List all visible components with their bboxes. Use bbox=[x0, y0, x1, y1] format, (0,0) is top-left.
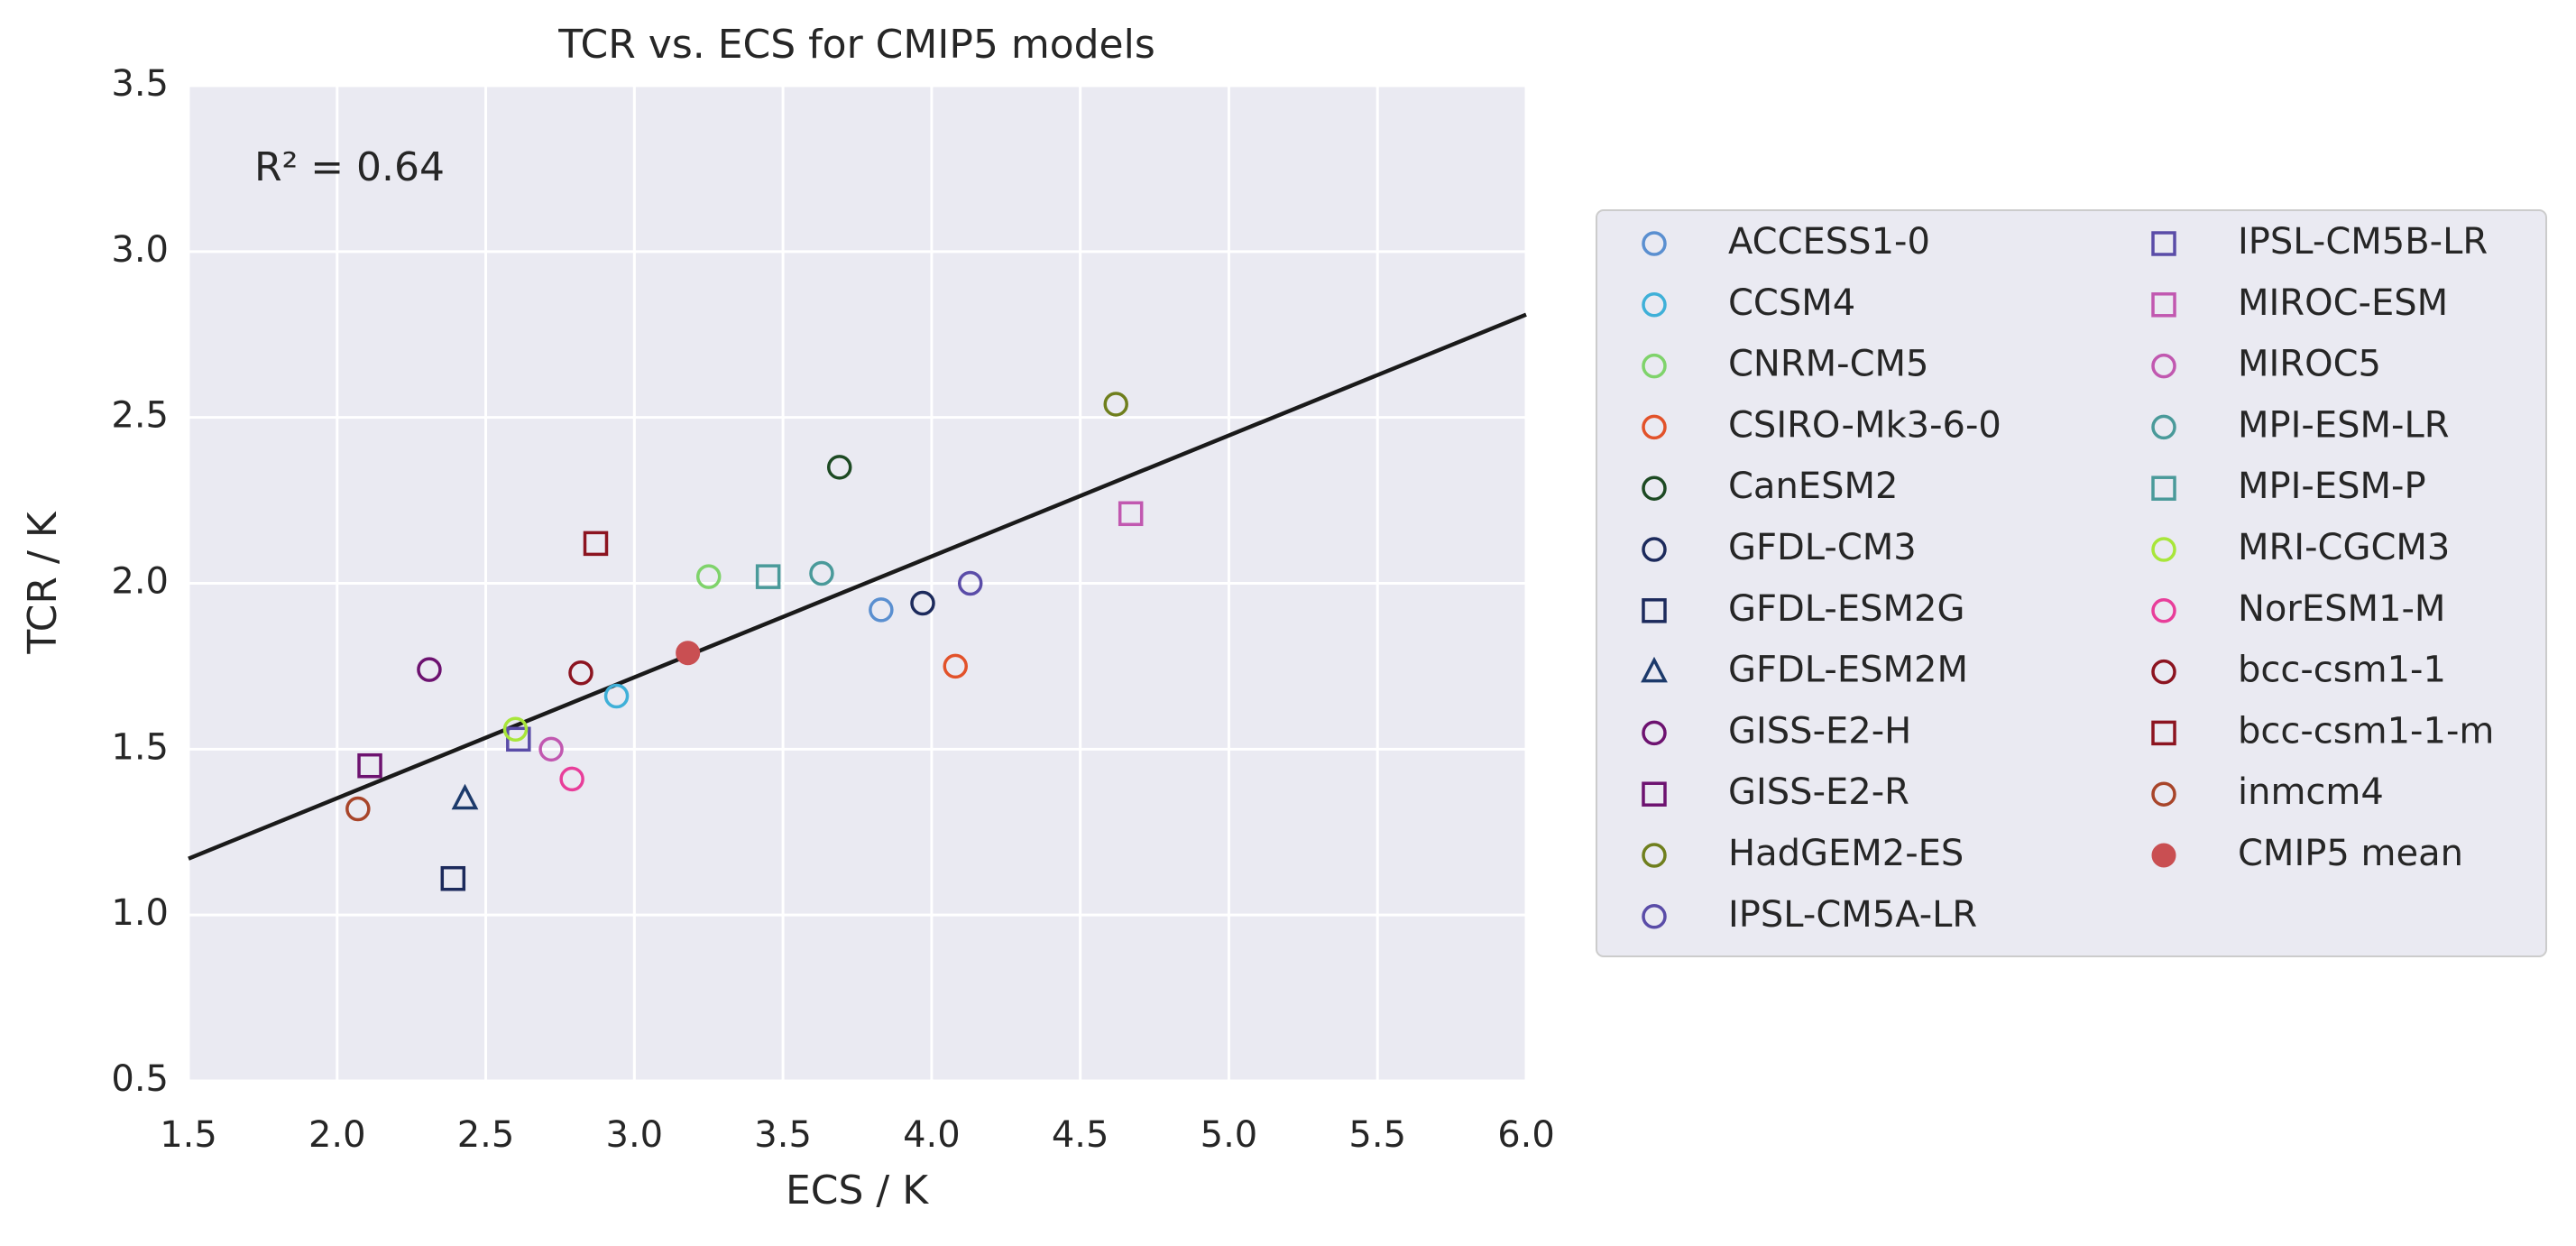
legend-label: CCSM4 bbox=[1728, 282, 1855, 324]
x-tick-label: 4.0 bbox=[903, 1114, 961, 1156]
legend-label: CSIRO-Mk3-6-0 bbox=[1728, 404, 2001, 446]
legend-marker bbox=[1642, 843, 1667, 868]
marker bbox=[538, 736, 564, 762]
marker bbox=[502, 716, 529, 743]
legend-marker bbox=[1642, 353, 1667, 379]
legend-label: bcc-csm1-1-m bbox=[2238, 710, 2494, 752]
legend-label: inmcm4 bbox=[2238, 771, 2384, 813]
x-axis-label: ECS / K bbox=[786, 1168, 929, 1214]
legend-marker bbox=[2151, 292, 2176, 318]
legend-label: MPI-ESM-P bbox=[2238, 466, 2426, 507]
marker bbox=[451, 783, 479, 810]
regression-line bbox=[188, 312, 1527, 861]
legend-marker bbox=[2151, 414, 2176, 440]
legend-marker bbox=[2151, 353, 2176, 379]
x-tick-label: 3.0 bbox=[606, 1114, 664, 1156]
legend-marker bbox=[1642, 414, 1667, 440]
y-tick-label: 1.0 bbox=[111, 892, 169, 934]
legend-marker bbox=[2151, 781, 2176, 807]
legend bbox=[1596, 209, 2547, 957]
x-tick-label: 3.5 bbox=[754, 1114, 812, 1156]
marker bbox=[583, 531, 609, 557]
x-tick-label: 5.0 bbox=[1201, 1114, 1258, 1156]
marker bbox=[695, 564, 722, 589]
annotation: R² = 0.64 bbox=[254, 144, 445, 190]
legend-marker bbox=[1642, 292, 1667, 318]
x-tick-label: 1.5 bbox=[160, 1114, 217, 1156]
legend-label: CanESM2 bbox=[1728, 466, 1898, 507]
marker bbox=[603, 683, 630, 709]
legend-label: GFDL-ESM2M bbox=[1728, 650, 1968, 691]
x-tick-label: 6.0 bbox=[1497, 1114, 1555, 1156]
chart-title: TCR vs. ECS for CMIP5 models bbox=[557, 22, 1155, 68]
legend-label: IPSL-CM5B-LR bbox=[2238, 221, 2488, 263]
marker bbox=[676, 641, 701, 666]
marker bbox=[1118, 501, 1144, 527]
y-axis-label: TCR / K bbox=[20, 511, 66, 654]
legend-label: CMIP5 mean bbox=[2238, 833, 2463, 874]
legend-label: MIROC5 bbox=[2238, 344, 2381, 385]
legend-marker bbox=[2151, 720, 2176, 746]
legend-label: CNRM-CM5 bbox=[1728, 344, 1928, 385]
y-tick-label: 3.5 bbox=[111, 63, 169, 105]
legend-marker bbox=[2151, 231, 2176, 256]
legend-marker bbox=[1642, 475, 1667, 501]
legend-label: HadGEM2-ES bbox=[1728, 833, 1964, 874]
legend-label: GFDL-ESM2G bbox=[1728, 588, 1964, 630]
x-tick-label: 2.0 bbox=[308, 1114, 366, 1156]
y-tick-label: 1.5 bbox=[111, 726, 169, 768]
marker bbox=[506, 726, 531, 752]
legend-label: IPSL-CM5A-LR bbox=[1728, 894, 1977, 936]
marker bbox=[957, 570, 983, 596]
marker bbox=[559, 766, 584, 792]
legend-marker bbox=[2151, 659, 2176, 685]
legend-label: MIROC-ESM bbox=[2238, 282, 2448, 324]
marker bbox=[1103, 392, 1128, 417]
legend-label: MPI-ESM-LR bbox=[2238, 404, 2450, 446]
legend-marker bbox=[1642, 720, 1667, 746]
legend-label: GISS-E2-H bbox=[1728, 710, 1911, 752]
marker bbox=[345, 796, 371, 822]
marker bbox=[357, 752, 382, 779]
legend-marker bbox=[1642, 537, 1667, 562]
marker bbox=[417, 657, 442, 682]
x-tick-label: 4.5 bbox=[1052, 1114, 1109, 1156]
legend-marker bbox=[2151, 843, 2176, 868]
y-tick-label: 2.5 bbox=[111, 395, 169, 437]
legend-label: ACCESS1-0 bbox=[1728, 221, 1930, 263]
marker bbox=[755, 564, 781, 589]
marker bbox=[943, 653, 969, 679]
legend-marker bbox=[1642, 904, 1667, 929]
x-tick-label: 5.5 bbox=[1348, 1114, 1406, 1156]
legend-label: NorESM1-M bbox=[2238, 588, 2445, 630]
legend-label: bcc-csm1-1 bbox=[2238, 650, 2446, 691]
legend-marker bbox=[2151, 598, 2176, 623]
y-tick-label: 0.5 bbox=[111, 1058, 169, 1100]
legend-label: GFDL-CM3 bbox=[1728, 527, 1917, 568]
legend-marker bbox=[1641, 656, 1668, 683]
y-tick-label: 3.0 bbox=[111, 229, 169, 271]
legend-marker bbox=[1642, 231, 1667, 256]
legend-label: MRI-CGCM3 bbox=[2238, 527, 2450, 568]
marker bbox=[440, 865, 466, 891]
legend-marker bbox=[2151, 537, 2176, 562]
legend-marker bbox=[1642, 598, 1667, 623]
y-tick-label: 2.0 bbox=[111, 561, 169, 603]
marker bbox=[910, 590, 935, 616]
legend-marker bbox=[1642, 781, 1667, 807]
marker bbox=[809, 560, 834, 586]
legend-marker bbox=[2151, 475, 2176, 501]
marker bbox=[568, 660, 593, 686]
marker bbox=[869, 597, 894, 623]
x-tick-label: 2.5 bbox=[457, 1114, 515, 1156]
marker bbox=[826, 455, 852, 480]
legend-label: GISS-E2-R bbox=[1728, 771, 1909, 813]
